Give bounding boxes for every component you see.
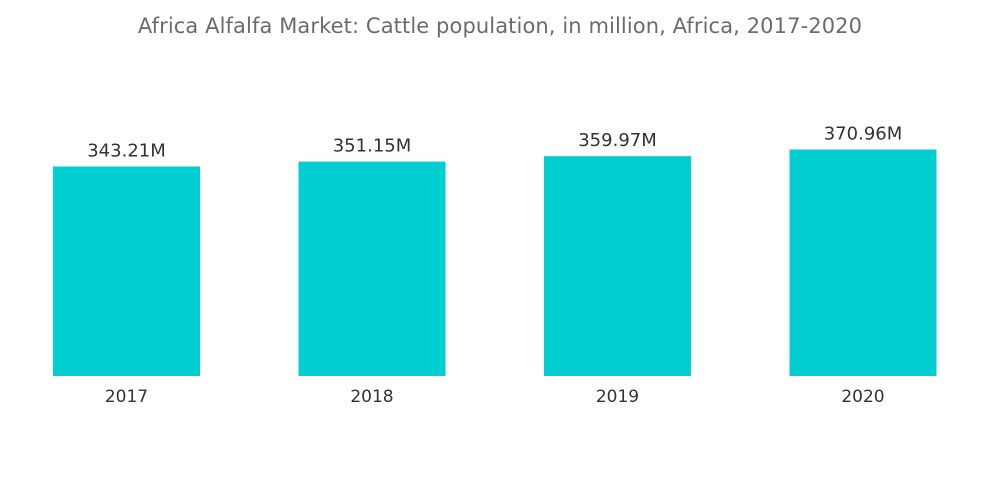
data-labels-group: 343.21M 351.15M 359.97M 370.96M — [87, 124, 902, 162]
data-label-2018: 351.15M — [333, 136, 412, 157]
x-tick-label-2018: 2018 — [350, 387, 393, 407]
bar-2018 — [298, 161, 446, 376]
x-tick-label-2020: 2020 — [841, 387, 884, 407]
x-tick-labels-group: 2017 2018 2019 2020 — [105, 387, 885, 407]
chart-title: Africa Alfalfa Market: Cattle population… — [137, 14, 863, 38]
data-label-2017: 343.21M — [87, 141, 166, 162]
x-tick-label-2017: 2017 — [105, 387, 148, 407]
bar-2017 — [53, 166, 200, 376]
bars-group — [53, 149, 937, 376]
bar-2019 — [544, 156, 691, 376]
data-label-2019: 359.97M — [578, 130, 657, 151]
x-tick-label-2019: 2019 — [596, 387, 639, 407]
data-label-2020: 370.96M — [824, 124, 903, 145]
bar-2020 — [789, 149, 937, 376]
